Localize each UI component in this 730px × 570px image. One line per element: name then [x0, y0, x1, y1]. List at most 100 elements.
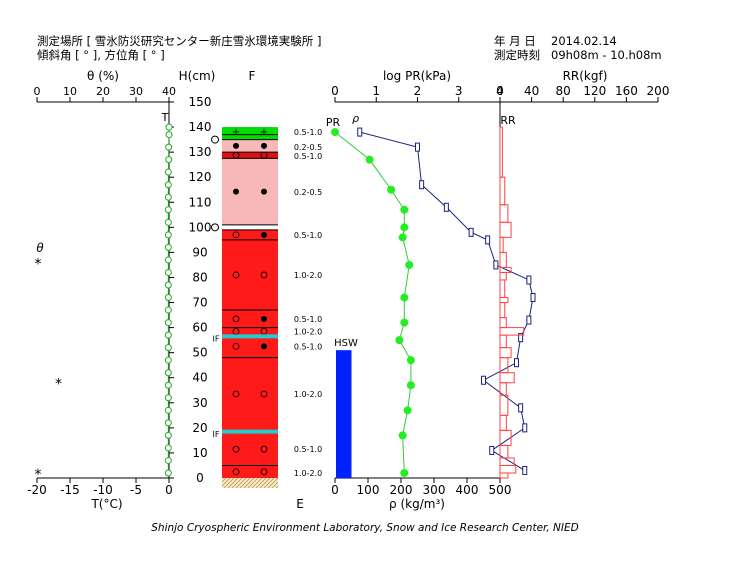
height-tick-label: 20: [192, 421, 207, 435]
temperature-point: [164, 306, 172, 314]
rr-bar: [499, 317, 507, 329]
layer-symbol-filled: [261, 188, 267, 195]
grain-size-label: 0.2-0.5: [294, 143, 322, 152]
ground-hatch: [231, 477, 243, 489]
grain-size-label: 0.5-1.0: [294, 342, 322, 351]
rho-tick-label: 300: [423, 483, 446, 497]
layer-symbol-open: [232, 390, 240, 398]
rr-axis-title: RR(kgf): [563, 69, 608, 83]
layer-symbol-open: [232, 342, 240, 350]
column-bottom-label: E: [296, 497, 304, 511]
snow-layer: [222, 357, 278, 431]
ground-base: [222, 478, 278, 488]
density-point: [400, 318, 409, 327]
pr-tick-label: 3: [455, 84, 463, 98]
rr-bar: [499, 347, 512, 359]
density-point: [398, 233, 407, 242]
rr-tick-label: 0: [496, 84, 504, 98]
ground-hatch: [263, 477, 275, 489]
grain-size-label: 0.5-1.0: [294, 445, 322, 454]
ground-hatch: [251, 477, 263, 489]
snow-layer: [222, 127, 278, 135]
rr-bar: [499, 464, 517, 474]
density-point: [331, 128, 339, 137]
theta-marker: *: [34, 467, 41, 483]
layer-symbol-open: [260, 327, 268, 335]
height-tick-label: 30: [192, 396, 207, 410]
density-point: [387, 185, 396, 194]
grain-size-label: 1.0-2.0: [294, 327, 322, 336]
pr-point: [518, 333, 524, 343]
pr-point: [493, 260, 499, 270]
temperature-point: [164, 444, 172, 452]
pr-series-label: PR: [326, 116, 341, 129]
rr-bar: [499, 394, 509, 416]
theta-tick-label: 30: [129, 85, 143, 98]
height-tick-label: 40: [192, 371, 207, 385]
height-tick-label: 110: [189, 195, 212, 209]
pr-point: [522, 465, 528, 475]
ground-hatch: [255, 477, 267, 489]
density-point: [400, 223, 409, 232]
theta-tick-label: 10: [63, 85, 77, 98]
height-tick-label: 140: [189, 120, 212, 134]
snow-layer: [222, 139, 278, 153]
rr-bar: [499, 457, 515, 466]
height-tick-label: 80: [192, 270, 207, 284]
ground-hatch: [243, 477, 255, 489]
theta-tick-label: 0: [34, 85, 41, 98]
rr-bar: [499, 279, 506, 299]
rr-bar: [499, 221, 512, 238]
temperature-point: [164, 231, 172, 239]
hsw-label: HSW: [334, 338, 358, 349]
theta-marker: *: [34, 256, 41, 272]
snow-layer: [222, 229, 278, 240]
height-tick-label: 90: [192, 245, 207, 259]
ice-layer: [222, 334, 278, 339]
pr-axis-title: log PR(kPa): [383, 69, 451, 83]
pr-point: [522, 423, 528, 433]
snow-layer: [222, 152, 278, 159]
layer-symbol-open: [232, 327, 240, 335]
height-tick-label: 130: [189, 145, 212, 159]
temperature-point: [164, 256, 172, 264]
T-tick-label: 0: [165, 483, 173, 497]
snow-layer: [222, 335, 278, 358]
ground-hatch: [221, 477, 231, 487]
pr-point: [481, 375, 486, 385]
temperature-point: [164, 456, 172, 464]
ground-hatch: [227, 477, 239, 489]
pr-point: [526, 315, 532, 325]
pr-tick-label: 4: [496, 84, 504, 98]
rr-series-label: RR: [500, 114, 516, 127]
T-axis-title: T(°C): [90, 497, 122, 511]
site-line: 測定場所 [ 雪氷防災研究センター新庄雪氷環境実験所 ]: [37, 34, 322, 48]
T-tick-label: -20: [27, 483, 47, 497]
pr-point: [514, 358, 519, 368]
pr-point: [485, 235, 491, 245]
date-value: 2014.02.14: [551, 34, 617, 48]
grain-size-label: 1.0-2.0: [294, 390, 322, 399]
grain-size-label: 0.5-1.0: [294, 315, 322, 324]
layer-symbol-filled: [261, 315, 267, 322]
height-tick-label: 120: [189, 170, 212, 184]
snow-layer: [222, 310, 278, 328]
pr-point: [415, 142, 420, 152]
snow-layer: [222, 224, 278, 230]
rr-bar: [499, 204, 509, 223]
temperature-point: [164, 331, 172, 339]
ground-hatch: [271, 481, 279, 489]
temperature-point: [164, 431, 172, 439]
ground-hatch: [223, 477, 235, 489]
pr-point: [419, 180, 425, 190]
layer-symbol-open: [232, 445, 240, 453]
pr-point: [530, 293, 536, 303]
height-tick-label: 10: [192, 446, 207, 460]
rr-bar: [499, 302, 506, 319]
if-label: IF: [213, 335, 220, 344]
temperature-point: [164, 168, 172, 176]
ground-hatch: [259, 477, 271, 489]
layer-symbol-plus: +: [260, 127, 268, 138]
snow-layer: [222, 465, 278, 478]
open-marker: [211, 223, 219, 232]
